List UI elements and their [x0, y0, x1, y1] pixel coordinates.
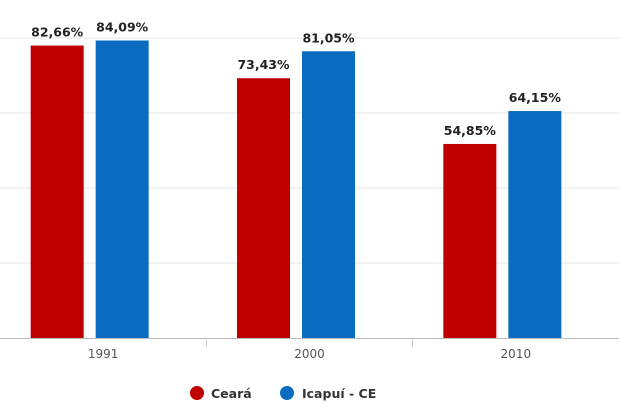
bar-ceara-1991 — [30, 45, 84, 338]
bar-ceara-2010 — [443, 143, 497, 338]
data-label: 54,85% — [444, 123, 497, 138]
data-label: 73,43% — [237, 57, 290, 72]
value-labels: 82,66% 84,09% 73,43% 81,05% 54,85% 64,15% — [31, 20, 561, 138]
bar-icapui-2000 — [302, 51, 355, 339]
legend: Ceará Icapuí - CE — [190, 386, 376, 401]
bar-ceara-2000 — [237, 78, 290, 339]
x-tick-label: 1991 — [88, 347, 119, 361]
bars — [30, 40, 562, 339]
x-tick-label: 2010 — [501, 347, 532, 361]
legend-label-ceara[interactable]: Ceará — [211, 386, 252, 401]
x-tick-label: 2000 — [294, 347, 325, 361]
data-label: 84,09% — [96, 20, 149, 35]
x-axis: 1991 2000 2010 — [0, 338, 619, 361]
legend-label-icapui[interactable]: Icapuí - CE — [302, 386, 376, 401]
data-label: 64,15% — [509, 90, 562, 105]
legend-marker-icapui[interactable] — [280, 386, 294, 400]
bar-icapui-1991 — [95, 40, 149, 338]
data-label: 81,05% — [302, 30, 355, 45]
data-label: 82,66% — [31, 25, 84, 40]
legend-marker-ceara[interactable] — [190, 386, 204, 400]
bar-icapui-2010 — [508, 111, 562, 338]
